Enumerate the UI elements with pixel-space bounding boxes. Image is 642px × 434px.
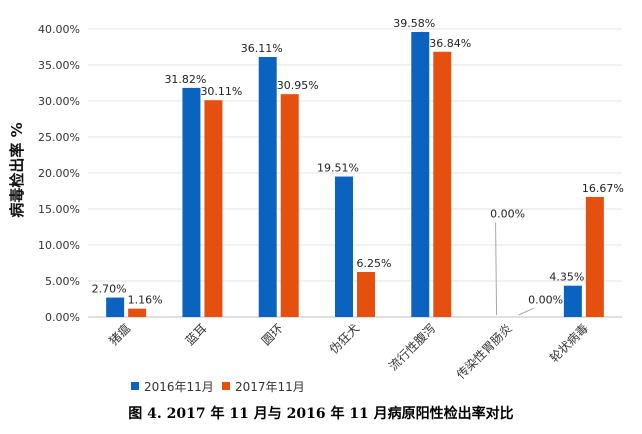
data-label-swine-fever-2017: 1.16% [128, 294, 163, 307]
y-tick-label: 35.00% [38, 59, 80, 72]
legend: 2016年11月 2017年11月 [131, 380, 305, 394]
leader-lines [495, 222, 534, 316]
leader-line [518, 307, 534, 316]
bar-circovirus-2016 [258, 57, 277, 318]
y-tick-label: 10.00% [38, 239, 80, 252]
category-labels: 猪瘟 蓝耳 圆环 伪狂犬 流行性腹泻 传染性胃肠炎 轮状病毒 [106, 321, 591, 383]
data-label-pseudorabies-2017: 6.25% [357, 257, 392, 270]
data-label-circovirus-2016: 36.11% [241, 42, 283, 55]
data-label-pseudorabies-2016: 19.51% [317, 162, 359, 175]
data-label-prrs-2017: 30.11% [200, 85, 242, 98]
bar-swine-fever-2016 [106, 297, 125, 317]
data-label-tge-2016: 0.00% [490, 208, 525, 221]
data-label-circovirus-2017: 30.95% [277, 79, 319, 92]
bar-chart: 病毒检出率 % 0.00% 5.00% 10.00% 15.00% 20.00% 25.0… [8, 17, 624, 394]
bar-ped-2017 [433, 51, 452, 317]
y-tick-labels: 0.00% 5.00% 10.00% 15.00% 20.00% 25.00% 30.00%… [38, 23, 80, 324]
figure-caption: 图 4. 2017 年 11 月与 2016 年 11 月病原阳性检出率对比 [128, 406, 514, 422]
category-label-rotavirus: 轮状病毒 [546, 321, 591, 366]
data-label-tge-2017: 0.00% [528, 293, 563, 306]
category-label-tge: 传染性胃肠炎 [453, 321, 515, 383]
y-tick-label: 25.00% [38, 131, 80, 144]
y-tick-label: 20.00% [38, 167, 80, 180]
bars [106, 32, 604, 318]
bar-rotavirus-2016 [563, 285, 582, 317]
legend-swatch-2016 [131, 382, 139, 390]
gridlines [88, 28, 622, 318]
category-label-swine-fever: 猪瘟 [106, 321, 134, 349]
bar-prrs-2016 [182, 87, 201, 318]
category-label-pseudorabies: 伪狂犬 [327, 321, 362, 356]
data-label-ped-2016: 39.58% [393, 17, 435, 30]
bar-ped-2016 [411, 32, 430, 318]
legend-label-2016: 2016年11月 [144, 380, 214, 394]
bar-circovirus-2017 [280, 94, 299, 317]
y-tick-label: 30.00% [38, 95, 80, 108]
data-labels: 2.70%1.16% 31.82%30.11% 36.11% 30.95% 19.51%… [92, 17, 624, 307]
data-label-prrs-2016: 31.82% [164, 73, 206, 86]
data-label-rotavirus-2016: 4.35% [549, 271, 584, 284]
category-label-prrs: 蓝耳 [183, 321, 210, 348]
bar-prrs-2017 [204, 100, 223, 317]
data-label-ped-2017: 36.84% [429, 37, 471, 50]
data-label-rotavirus-2017: 16.67% [582, 182, 624, 195]
leader-line [495, 222, 498, 316]
y-tick-label: 5.00% [45, 275, 80, 288]
data-label-swine-fever-2016: 2.70% [92, 283, 127, 296]
y-tick-label: 0.00% [45, 311, 80, 324]
y-tick-label: 40.00% [38, 23, 80, 36]
category-label-ped: 流行性腹泻 [386, 321, 438, 373]
bar-swine-fever-2017 [128, 308, 147, 317]
bar-pseudorabies-2017 [357, 272, 375, 317]
category-label-circovirus: 圆环 [259, 321, 286, 348]
y-axis-label: 病毒检出率 % [8, 122, 26, 217]
bar-rotavirus-2017 [585, 196, 604, 317]
legend-swatch-2017 [222, 382, 230, 390]
y-tick-label: 15.00% [38, 203, 80, 216]
bar-pseudorabies-2016 [335, 176, 353, 317]
legend-label-2017: 2017年11月 [235, 380, 305, 394]
